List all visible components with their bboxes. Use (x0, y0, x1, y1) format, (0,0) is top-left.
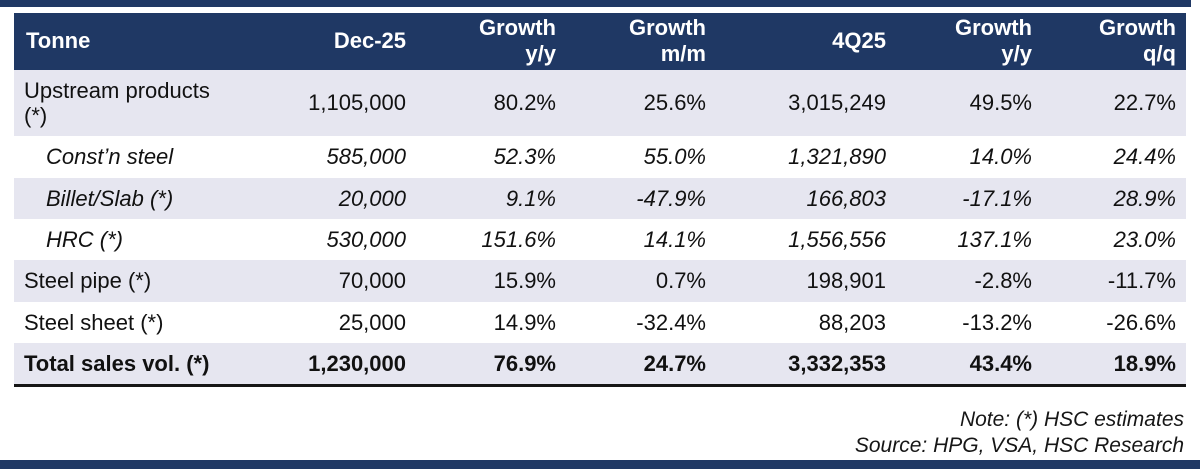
header-cell-4q25: 4Q25 (716, 13, 896, 70)
cell-value: 151.6% (481, 226, 556, 252)
header-cell-growth-yy-quarter: Growth y/y (896, 13, 1042, 70)
cell-value: -32.4% (636, 309, 706, 335)
header-cell-tonne: Tonne (14, 13, 236, 70)
cell-value: 1,556,556 (788, 226, 886, 252)
cell-value: 14.0% (969, 144, 1032, 170)
cell-value: 14.9% (493, 309, 556, 335)
row-label: HRC (*) (46, 226, 123, 252)
cell-value: 9.1% (505, 185, 556, 211)
row-label: Upstream products (*) (24, 77, 210, 129)
cell-value: 1,321,890 (788, 144, 886, 170)
row-label: Steel pipe (*) (24, 268, 152, 294)
table-row-hrc: HRC (*) 530,000 151.6% 14.1% 1,556,556 1… (14, 219, 1186, 260)
cell-value: 28.9% (1113, 185, 1176, 211)
cropped-title-bar (0, 0, 1191, 7)
cell-value: -47.9% (636, 185, 706, 211)
table-row-billet-slab: Billet/Slab (*) 20,000 9.1% -47.9% 166,8… (14, 177, 1186, 219)
cell-value: 23.0% (1113, 226, 1176, 252)
table-row-total-sales: Total sales vol. (*) 1,230,000 76.9% 24.… (14, 342, 1186, 386)
cell-value: -17.1% (962, 185, 1032, 211)
cell-value: 18.9% (1113, 350, 1176, 376)
table-row-constn-steel: Const’n steel 585,000 52.3% 55.0% 1,321,… (14, 136, 1186, 177)
cell-value: -2.8% (974, 268, 1032, 294)
cell-value: 49.5% (969, 90, 1032, 116)
cell-value: 0.7% (655, 268, 706, 294)
row-label: Const’n steel (46, 144, 174, 170)
cell-value: 70,000 (338, 268, 406, 294)
cell-value: 3,332,353 (788, 350, 886, 376)
cell-value: 25,000 (338, 309, 406, 335)
cell-value: 1,230,000 (308, 350, 406, 376)
cell-value: 530,000 (326, 226, 406, 252)
row-label: Total sales vol. (*) (24, 350, 210, 376)
table-row-steel-sheet: Steel sheet (*) 25,000 14.9% -32.4% 88,2… (14, 302, 1186, 343)
cell-value: 3,015,249 (788, 90, 886, 116)
sales-volume-table: Tonne Dec-25 Growth y/y Growth m/m 4Q25 … (14, 13, 1186, 388)
cell-value: -13.2% (962, 309, 1032, 335)
cell-value: 55.0% (643, 144, 706, 170)
cell-value: 15.9% (493, 268, 556, 294)
cell-value: 1,105,000 (308, 90, 406, 116)
table-header-row: Tonne Dec-25 Growth y/y Growth m/m 4Q25 … (14, 13, 1186, 70)
cell-value: 25.6% (643, 90, 706, 116)
cell-value: -11.7% (1107, 268, 1176, 294)
cell-value: 24.7% (643, 350, 706, 376)
table-row-steel-pipe: Steel pipe (*) 70,000 15.9% 0.7% 198,901… (14, 260, 1186, 302)
cell-value: 198,901 (806, 268, 886, 294)
header-cell-growth-mm: Growth m/m (566, 13, 716, 70)
cell-value: 166,803 (806, 185, 886, 211)
header-cell-dec-25: Dec-25 (236, 13, 416, 70)
footnotes: Note: (*) HSC estimates Source: HPG, VSA… (855, 407, 1184, 460)
cell-value: 80.2% (493, 90, 556, 116)
cell-value: 137.1% (957, 226, 1032, 252)
cell-value: 24.4% (1113, 144, 1176, 170)
cell-value: 76.9% (493, 350, 556, 376)
cell-value: 52.3% (493, 144, 556, 170)
bottom-rule-bar (0, 460, 1200, 469)
table-row-upstream-products: Upstream products (*) 1,105,000 80.2% 25… (14, 69, 1186, 137)
cell-value: 22.7% (1113, 90, 1176, 116)
cell-value: 14.1% (643, 226, 706, 252)
note-source: Source: HPG, VSA, HSC Research (854, 434, 1184, 458)
header-cell-growth-qq: Growth q/q (1042, 13, 1186, 70)
header-cell-growth-yy-month: Growth y/y (416, 13, 566, 70)
cell-value: -26.6% (1106, 309, 1176, 335)
cell-value: 43.4% (969, 350, 1032, 376)
cell-value: 20,000 (338, 185, 406, 211)
cell-value: 585,000 (326, 144, 406, 170)
note-estimates: Note: (*) HSC estimates (959, 408, 1184, 431)
row-label: Steel sheet (*) (24, 309, 164, 335)
row-label: Billet/Slab (*) (46, 185, 174, 211)
cell-value: 88,203 (818, 309, 886, 335)
